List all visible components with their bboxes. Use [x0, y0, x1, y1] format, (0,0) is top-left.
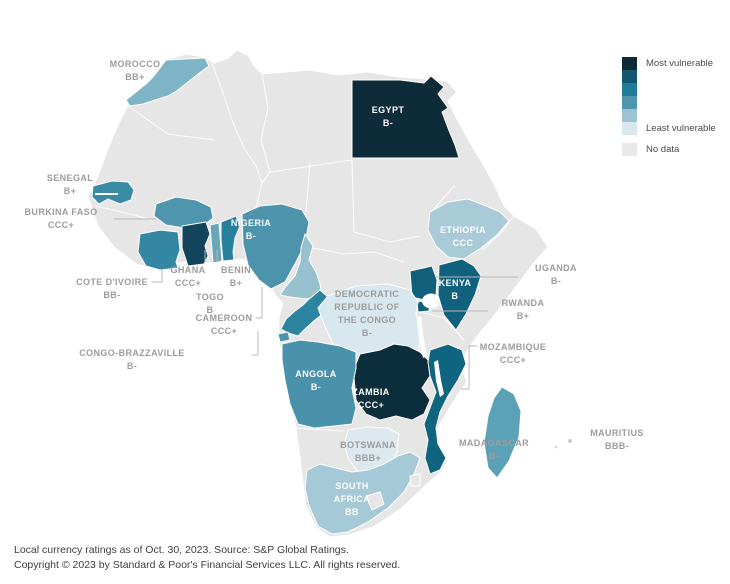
lake-tanganyika [417, 316, 427, 358]
legend-swatch-1 [622, 57, 637, 70]
label-mozambique: MOZAMBIQUE CCC+ [479, 342, 547, 365]
legend-swatch-5 [622, 109, 637, 122]
source-line: Local currency ratings as of Oct. 30, 20… [14, 544, 349, 556]
label-kenya: KENYA B [438, 278, 472, 301]
lakes [95, 193, 444, 397]
label-togo: TOGO B [196, 292, 224, 315]
country-shape-egypt [351, 75, 460, 159]
label-cote-divoire: COTE D'IVOIRE BB- [76, 277, 148, 300]
label-botswana: BOTSWANA BBB+ [340, 440, 396, 463]
country-shape-mozambique [423, 343, 467, 475]
country-shape-cameroon [279, 233, 323, 300]
rated-countries [91, 57, 572, 535]
label-burkina-faso: BURKINA FASO CCC+ [24, 207, 98, 230]
country-shape-ethiopia [427, 198, 510, 260]
leader-mozambique [461, 345, 477, 390]
source-note: Local currency ratings as of Oct. 30, 20… [14, 543, 400, 573]
legend-most-label: Most vulnerable [646, 58, 714, 69]
country-shape-mauritius [568, 439, 572, 443]
country-shape-benin [220, 215, 241, 262]
country-shape-south-africa [304, 451, 421, 535]
leader-congo-brazzaville [252, 331, 259, 356]
country-shape-morocco [125, 57, 210, 107]
leader-cameroon [256, 287, 263, 319]
country-shape-nigeria [241, 203, 310, 290]
label-egypt: EGYPT B- [371, 105, 405, 128]
legend-least-label: Least vulnerable [646, 123, 716, 134]
island-reunion [554, 445, 558, 449]
leader-cote-divoire [152, 269, 163, 283]
label-congo-brazzaville: CONGO-BRAZZAVILLE B- [79, 348, 185, 371]
country-shape-burkina-faso [153, 196, 214, 229]
label-nigeria: NIGERIA B- [230, 218, 272, 241]
legend-swatch-3 [622, 83, 637, 96]
label-mauritius: MAURITIUS BBB- [590, 428, 644, 451]
label-rwanda: RWANDA B+ [501, 298, 545, 321]
lake-malawi [434, 360, 444, 397]
label-ethiopia: ETHIOPIA CCC [440, 225, 486, 248]
label-uganda: UGANDA B- [535, 263, 577, 286]
label-madagascar: MADAGASCAR B- [459, 438, 529, 461]
label-cameroon: CAMEROON CCC+ [195, 313, 253, 336]
country-shape-togo [209, 222, 223, 264]
gambia-river [95, 193, 118, 195]
label-zambia: ZAMBIA CCC+ [352, 387, 390, 410]
legend-swatch-no-data [622, 143, 637, 156]
country-shape-lesotho [365, 491, 385, 511]
copyright-line: Copyright © 2023 by Standard & Poor's Fi… [14, 559, 401, 571]
country-shape-eswatini [409, 473, 421, 487]
label-ghana: GHANA CCC+ [170, 265, 206, 288]
country-shape-madagascar [483, 386, 522, 479]
country-shape-cote-divoire [137, 229, 181, 271]
label-senegal: SENEGAL B+ [46, 173, 94, 196]
label-south-africa: SOUTH AFRICA BB [333, 481, 371, 517]
leader-lines [114, 218, 518, 390]
lake-victoria [422, 293, 440, 309]
label-benin: BENIN B+ [220, 265, 251, 288]
label-angola: ANGOLA B- [295, 369, 337, 392]
label-morocco: MOROCCO BB+ [109, 59, 161, 82]
country-shape-ghana [181, 221, 211, 267]
legend-swatch-6 [622, 122, 637, 135]
country-shape-angola [281, 339, 357, 429]
label-drc: DEMOCRATIC REPUBLIC OF THE CONGO B- [334, 289, 400, 338]
legend-swatch-2 [622, 70, 637, 83]
country-shape-senegal [91, 180, 135, 205]
legend-swatch-4 [622, 96, 637, 109]
country-shape-angola-cabinda [277, 331, 291, 343]
legend-no-data-label: No data [646, 144, 680, 155]
country-shape-zambia [353, 343, 431, 421]
